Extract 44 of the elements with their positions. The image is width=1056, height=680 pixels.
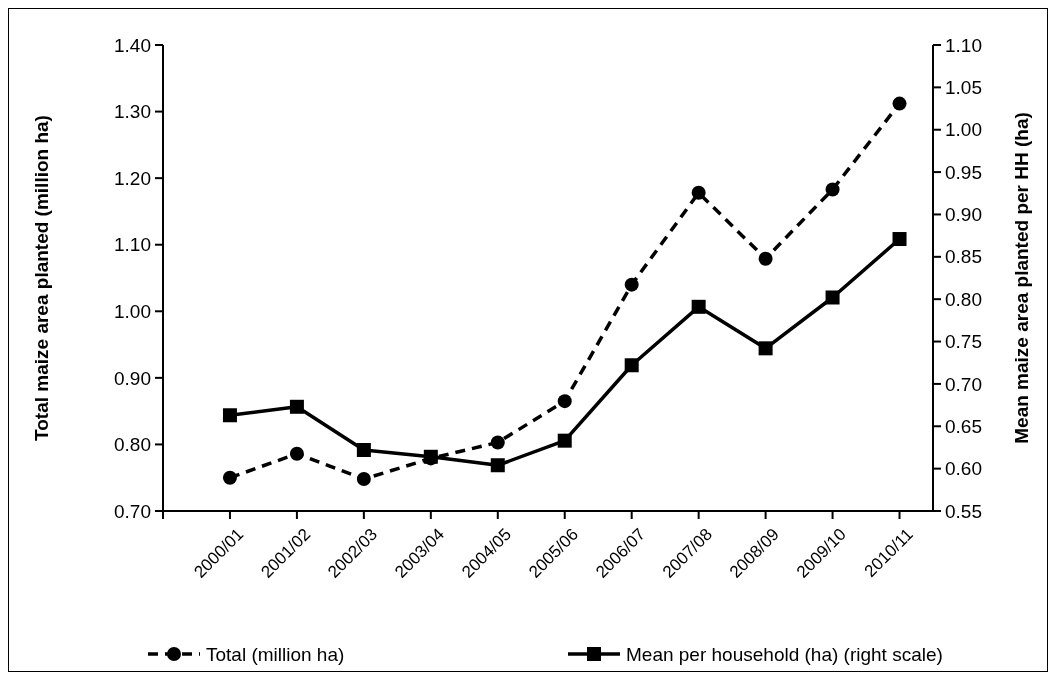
- point: [691, 185, 706, 200]
- y2-tick-label: 0.60: [945, 458, 982, 480]
- y2-tick-label: 0.65: [945, 415, 982, 437]
- y-tick-label: 1.40: [114, 34, 151, 56]
- point: [557, 394, 572, 409]
- legend-label: Total (million ha): [206, 643, 345, 665]
- point: [825, 290, 840, 305]
- legend-label: Mean per household (ha) (right scale): [626, 643, 943, 665]
- point: [892, 96, 907, 111]
- y-axis-title: Total maize area planted (million ha): [31, 115, 52, 441]
- y2-tick-label: 0.95: [945, 161, 982, 183]
- point: [222, 470, 237, 485]
- y2-tick-label: 0.70: [945, 373, 982, 395]
- y2-tick-label: 0.55: [945, 500, 982, 522]
- point: [490, 435, 505, 450]
- y-tick-label: 0.70: [114, 500, 151, 522]
- point: [624, 358, 639, 373]
- point: [758, 341, 773, 356]
- point: [691, 299, 706, 314]
- y-tick-label: 1.00: [114, 300, 151, 322]
- point: [557, 433, 572, 448]
- y2-tick-label: 0.80: [945, 288, 982, 310]
- y-tick-label: 0.80: [114, 434, 151, 456]
- point: [825, 182, 840, 197]
- y2-tick-label: 0.90: [945, 204, 982, 226]
- y-tick-label: 1.20: [114, 167, 151, 189]
- point: [758, 251, 773, 266]
- y2-tick-label: 0.85: [945, 246, 982, 268]
- y-tick-label: 1.10: [114, 234, 151, 256]
- y-tick-label: 0.90: [114, 367, 151, 389]
- point: [289, 446, 304, 461]
- y2-tick-label: 1.05: [945, 77, 982, 99]
- y2-tick-label: 1.10: [945, 34, 982, 56]
- point: [356, 443, 371, 457]
- point: [892, 232, 907, 247]
- point: [289, 399, 304, 414]
- point: [624, 277, 639, 292]
- y-tick-label: 1.30: [114, 101, 151, 123]
- y2-axis-title: Mean maize area planted per HH (ha): [1011, 112, 1032, 444]
- point: [222, 408, 237, 423]
- y2-tick-label: 0.75: [945, 331, 982, 353]
- point: [356, 472, 371, 487]
- y2-tick-label: 1.00: [945, 119, 982, 141]
- point: [490, 458, 505, 473]
